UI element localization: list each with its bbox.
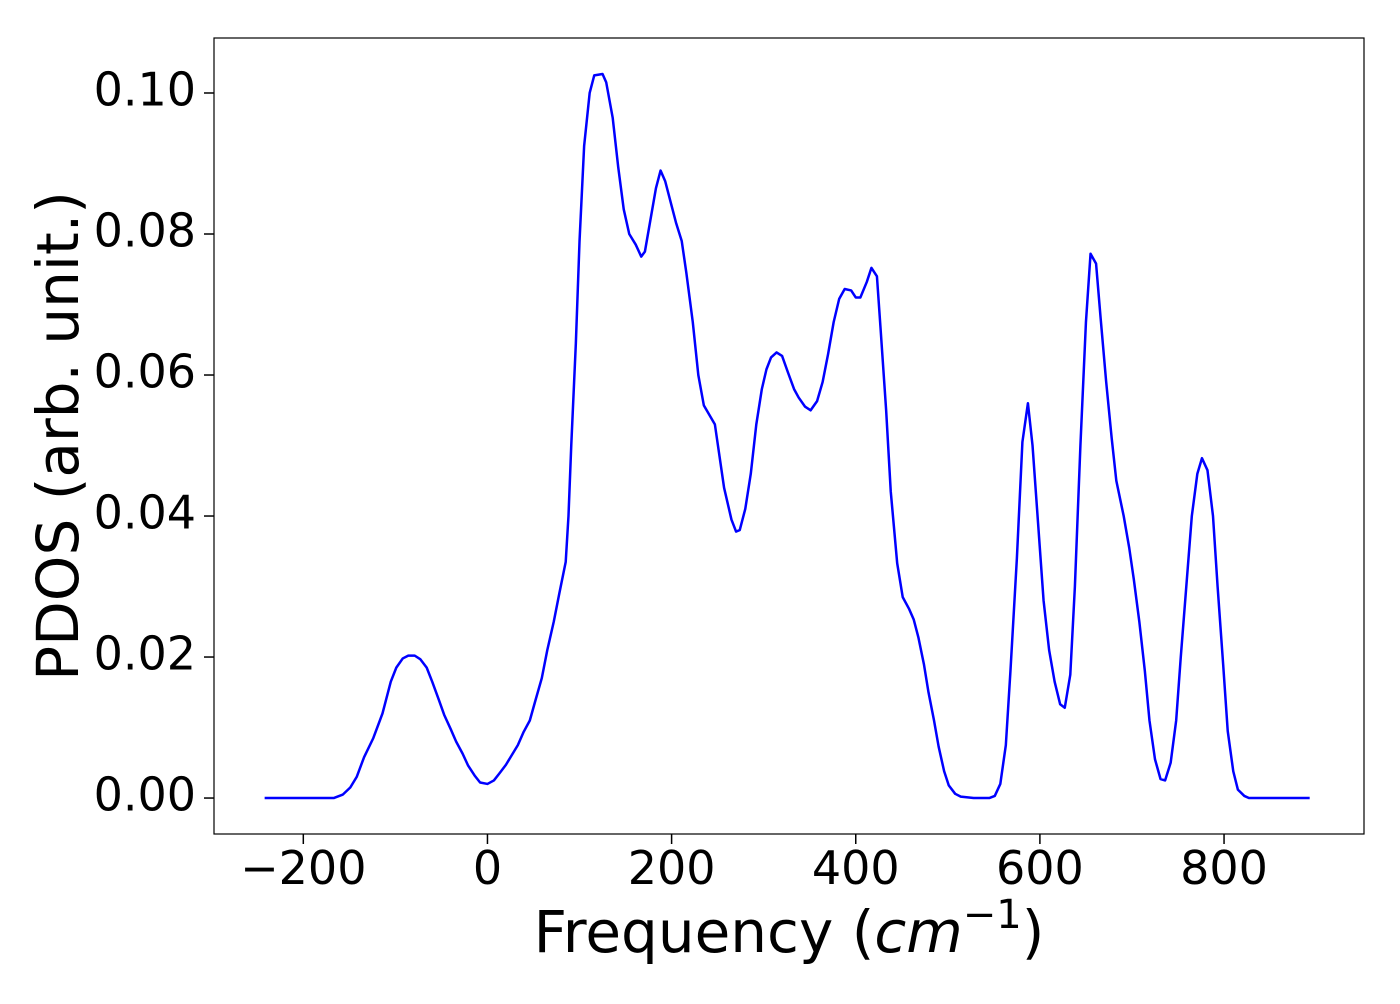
x-tick-label: 800: [1180, 841, 1268, 895]
x-tick-label: −200: [240, 841, 366, 895]
y-tick-label: 0.10: [94, 62, 196, 116]
x-label-unit: cm: [874, 898, 962, 966]
x-label-text: ): [1022, 898, 1045, 966]
y-axis-label: PDOS (arb. unit.): [24, 191, 92, 681]
y-tick-label: 0.06: [94, 345, 196, 399]
y-tick-label: 0.08: [94, 204, 196, 258]
y-tick-label: 0.00: [94, 768, 196, 822]
data-line: [264, 72, 1310, 800]
plot-frame: [213, 37, 1365, 835]
x-tick-label: 0: [473, 841, 502, 895]
y-tick-label: 0.04: [94, 486, 196, 540]
x-label-text: Frequency (: [534, 898, 875, 966]
x-axis-label: Frequency (cm−1): [534, 892, 1045, 966]
x-tick-label: 400: [812, 841, 900, 895]
x-tick-label: 200: [628, 841, 716, 895]
x-tick-label: 600: [996, 841, 1084, 895]
y-tick-label: 0.02: [94, 627, 196, 681]
x-label-exponent: −1: [963, 892, 1022, 938]
